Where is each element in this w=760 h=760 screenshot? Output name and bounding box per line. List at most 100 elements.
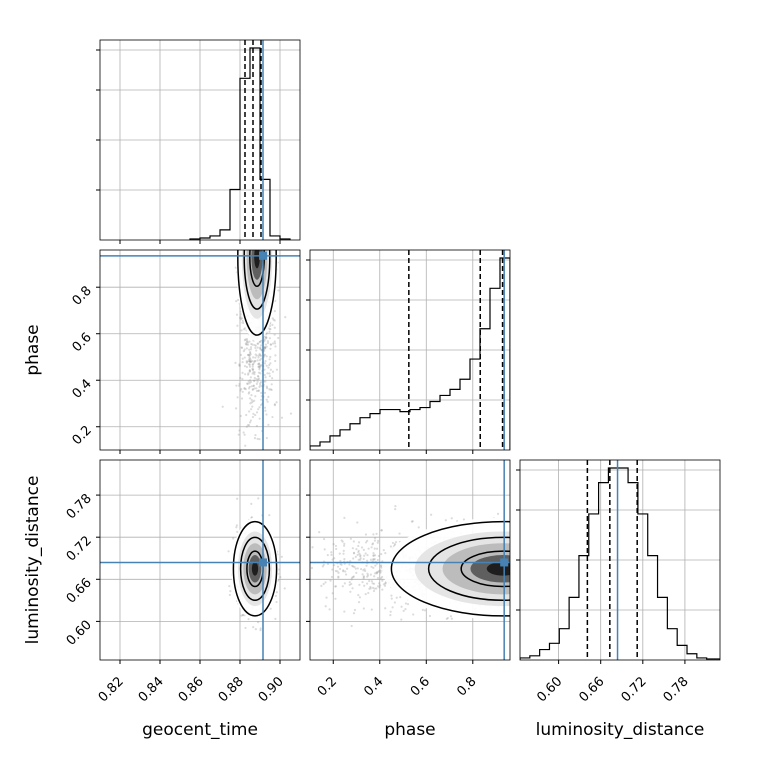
sample-point: [372, 552, 375, 555]
sample-point: [248, 369, 252, 372]
sample-point: [237, 433, 240, 436]
sample-point: [248, 382, 251, 385]
sample-point: [279, 576, 282, 579]
sample-point: [257, 342, 260, 345]
sample-point: [394, 508, 397, 511]
sample-point: [368, 587, 371, 590]
sample-point: [273, 342, 277, 345]
sample-point: [359, 555, 362, 558]
panel-hist-phase: [306, 249, 511, 454]
sample-point: [366, 574, 370, 577]
sample-point: [428, 614, 432, 618]
sample-point: [267, 366, 270, 369]
truth-marker: [259, 251, 267, 260]
sample-point: [367, 547, 370, 550]
sample-point: [362, 576, 365, 579]
sample-point: [268, 375, 271, 378]
sample-point: [323, 548, 326, 551]
sample-point: [258, 382, 262, 385]
sample-point: [332, 543, 335, 546]
sample-point: [248, 348, 251, 351]
sample-point: [228, 593, 231, 597]
sample-point: [258, 406, 261, 409]
sample-point: [273, 326, 276, 329]
sample-point: [375, 562, 379, 565]
sample-point: [382, 583, 385, 586]
sample-point: [250, 401, 253, 404]
sample-point: [264, 343, 267, 346]
sample-point: [257, 389, 260, 392]
sample-point: [382, 549, 385, 552]
sample-point: [238, 382, 241, 386]
sample-point: [362, 575, 365, 578]
sample-point: [265, 337, 268, 340]
sample-point: [462, 518, 466, 521]
sample-point: [259, 346, 262, 349]
sample-point: [310, 566, 314, 570]
y-axis-label-luminosity-distance: luminosity_distance: [23, 476, 43, 645]
sample-point: [380, 529, 383, 532]
sample-point: [249, 358, 252, 361]
sample-point: [239, 353, 242, 357]
sample-point: [253, 361, 256, 364]
x-tick-label: 0.4: [361, 674, 386, 699]
sample-point: [268, 514, 271, 517]
sample-point: [248, 421, 252, 424]
sample-point: [337, 575, 340, 578]
sample-point: [263, 339, 266, 342]
sample-point: [358, 552, 361, 556]
sample-point: [259, 340, 262, 343]
sample-point: [265, 398, 268, 401]
sample-point: [358, 596, 361, 599]
sample-point: [271, 317, 274, 320]
sample-point: [249, 380, 253, 384]
sample-point: [266, 340, 270, 343]
sample-point: [330, 575, 334, 579]
sample-point: [333, 557, 336, 560]
x-axis-label-luminosity-distance: luminosity_distance: [536, 720, 705, 740]
sample-point: [245, 361, 248, 364]
sample-point: [371, 582, 374, 585]
sample-point: [268, 388, 271, 391]
sample-point: [235, 313, 239, 316]
sample-point: [241, 377, 244, 381]
sample-point: [268, 358, 271, 361]
sample-point: [265, 355, 268, 358]
sample-point: [259, 354, 263, 357]
sample-point: [244, 388, 247, 391]
sample-point: [346, 567, 349, 570]
y-tick-label: 0.66: [64, 576, 95, 607]
sample-point: [348, 583, 351, 586]
sample-point: [496, 512, 500, 515]
sample-point: [259, 384, 262, 387]
sample-point: [245, 340, 249, 344]
x-tick-label: 0.90: [256, 674, 287, 705]
sample-point: [370, 546, 373, 549]
sample-point: [245, 360, 248, 363]
sample-point: [242, 349, 245, 353]
sample-point: [342, 570, 345, 573]
sample-point: [250, 516, 253, 519]
sample-point: [348, 581, 351, 584]
sample-point: [337, 576, 340, 579]
sample-point: [235, 524, 238, 527]
sample-point: [238, 364, 241, 367]
sample-point: [363, 568, 366, 571]
sample-point: [254, 356, 257, 359]
sample-point: [271, 377, 274, 380]
sample-point: [351, 564, 354, 567]
sample-point: [273, 403, 276, 406]
sample-point: [378, 570, 381, 573]
sample-point: [322, 537, 326, 541]
sample-point: [357, 544, 360, 548]
sample-point: [377, 539, 380, 542]
sample-point: [232, 537, 235, 540]
sample-point: [248, 357, 252, 360]
sample-point: [245, 365, 249, 369]
sample-point: [379, 565, 382, 568]
sample-point: [343, 562, 346, 565]
sample-point: [376, 541, 379, 544]
sample-point: [259, 353, 262, 357]
sample-point: [257, 621, 260, 624]
sample-point: [221, 405, 224, 408]
